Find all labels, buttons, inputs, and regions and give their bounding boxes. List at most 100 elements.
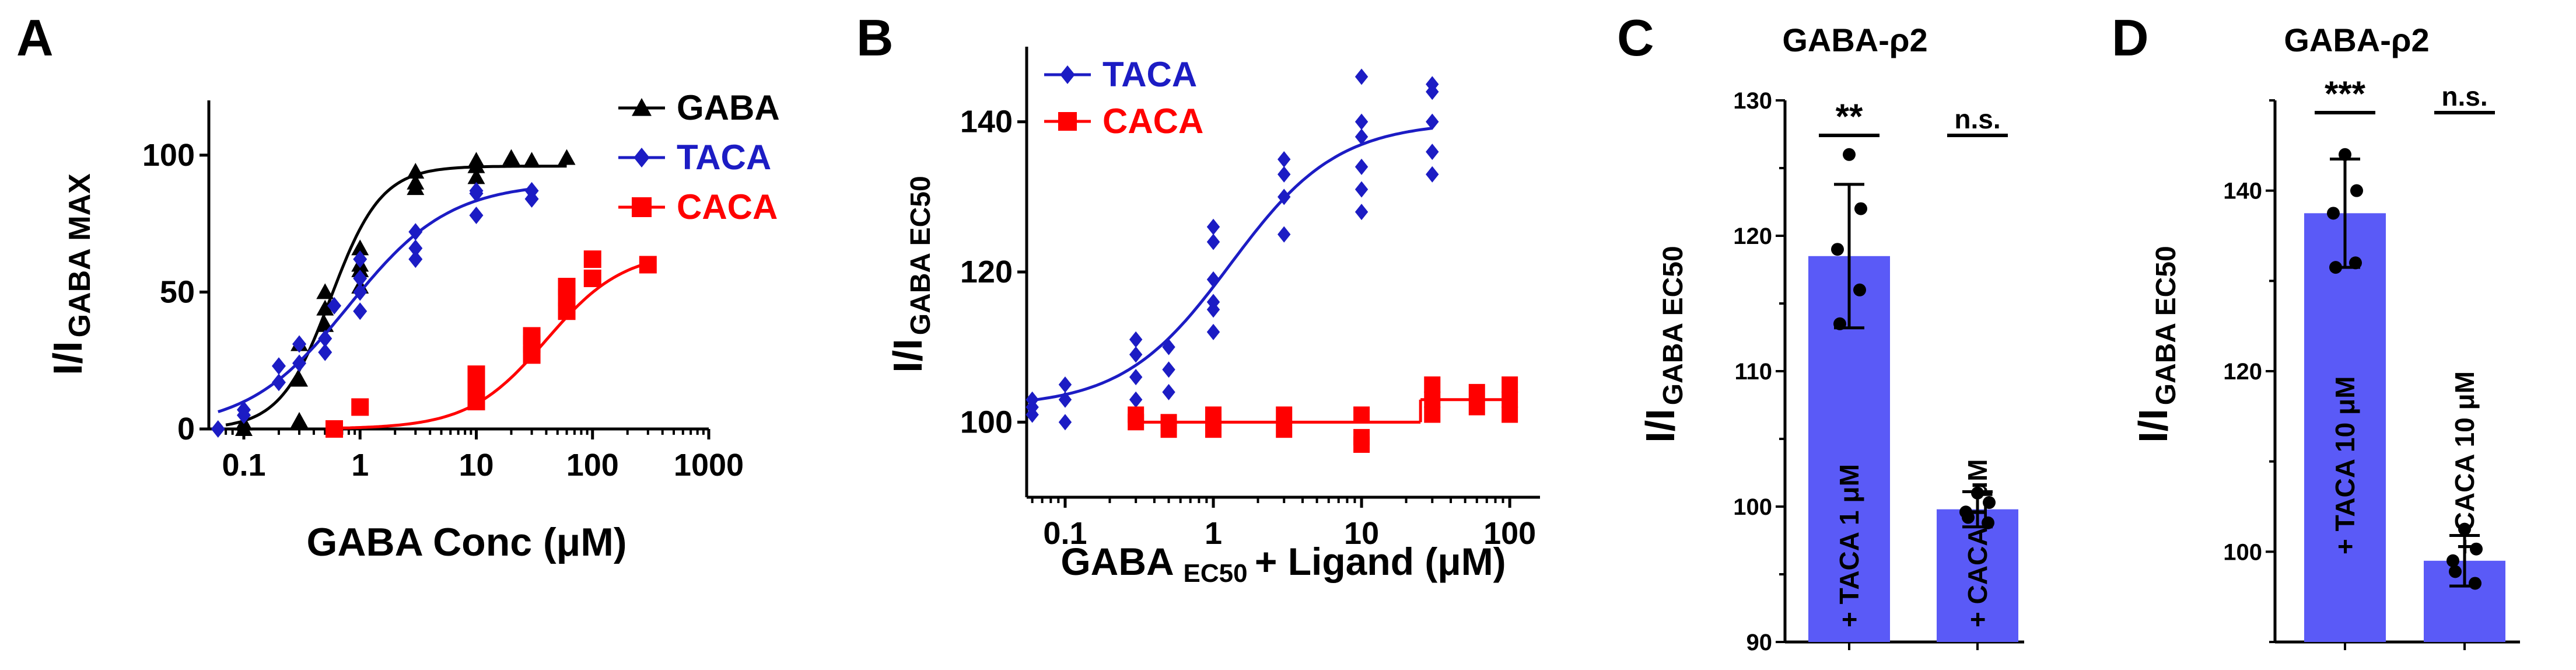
chart-title: GABA-ρ2 xyxy=(1782,22,1927,58)
y-tick-label: 100 xyxy=(142,138,195,173)
data-point-gaba xyxy=(351,239,369,256)
data-point-taca xyxy=(327,296,342,315)
y-tick-label: 140 xyxy=(960,104,1013,139)
data-point-caca xyxy=(1502,391,1518,408)
data-point xyxy=(1971,486,1984,500)
data-point-taca xyxy=(1058,414,1072,431)
fit-curve-gaba xyxy=(225,165,567,427)
data-point-taca xyxy=(1354,68,1368,85)
data-point-taca xyxy=(1129,346,1143,363)
data-point-gaba xyxy=(316,299,334,316)
data-point-taca xyxy=(1206,218,1220,235)
data-point-taca xyxy=(1129,331,1143,348)
bar-1 xyxy=(2304,213,2386,642)
data-point-taca xyxy=(1426,113,1439,130)
data-point-gaba xyxy=(467,168,485,184)
data-point-taca xyxy=(408,223,423,241)
y-tick-label: 110 xyxy=(1734,359,1772,385)
data-point-caca xyxy=(1502,406,1518,423)
data-point xyxy=(1854,202,1867,215)
data-point-caca xyxy=(639,256,657,274)
data-point-taca xyxy=(1058,376,1072,393)
bar-label: + CACA 1 μM xyxy=(1962,459,1993,627)
data-point-taca xyxy=(1129,369,1143,386)
legend-marker-taca xyxy=(1060,65,1075,84)
data-point-caca xyxy=(1502,376,1518,393)
x-tick-label: 0.1 xyxy=(222,448,265,483)
data-point xyxy=(1831,243,1844,256)
legend-label-taca: TACA xyxy=(677,138,771,177)
panel-letter-d: D xyxy=(2112,9,2149,67)
y-axis-title: I/IGABA MAX xyxy=(45,173,97,375)
data-point xyxy=(1982,516,1994,529)
data-point-taca xyxy=(1426,144,1439,160)
y-tick-label: 100 xyxy=(1733,494,1772,520)
bar-2 xyxy=(1937,509,2018,642)
data-point-gaba xyxy=(290,411,309,428)
fit-line-caca xyxy=(1136,398,1510,424)
legend-marker-caca xyxy=(1058,112,1077,131)
x-axis-title: GABA EC50 + Ligand (μM) xyxy=(1060,540,1506,588)
data-point-taca xyxy=(1354,128,1368,145)
data-point xyxy=(2470,542,2483,556)
data-point xyxy=(2449,565,2462,578)
data-point-taca xyxy=(469,207,484,225)
data-point-caca xyxy=(1128,406,1144,423)
data-point-taca xyxy=(1162,383,1175,400)
data-point-caca xyxy=(1424,406,1441,423)
y-axis-title: I/IGABA EC50 xyxy=(2130,246,2182,442)
data-point-taca xyxy=(353,269,368,287)
y-tick-label: 140 xyxy=(2223,179,2262,204)
panel-d: GABA-ρ2 100 120 140 I/IGABA EC50 *** + TACA 10… xyxy=(2130,22,2520,650)
y-axis-title: I/IGABA EC50 xyxy=(885,176,936,372)
data-point-caca xyxy=(1468,383,1485,400)
data-point-taca xyxy=(1278,166,1291,183)
y-tick-label: 100 xyxy=(2223,539,2262,565)
data-point xyxy=(2339,148,2351,161)
data-point-caca xyxy=(523,327,541,345)
data-point-gaba xyxy=(558,149,576,165)
data-point-gaba xyxy=(407,179,425,196)
panel-letter-a: A xyxy=(16,9,54,67)
data-point xyxy=(1962,511,1975,524)
data-point xyxy=(2327,207,2340,220)
panel-c: GABA-ρ2 90 100 110 120 130 I/IGABA EC50 ** + TAC… xyxy=(1637,22,2024,655)
data-point-taca xyxy=(1354,181,1368,198)
y-tick-label: 130 xyxy=(1733,88,1772,114)
fit-curve-caca xyxy=(334,261,649,430)
data-point xyxy=(2329,261,2342,274)
data-point-taca xyxy=(292,335,307,353)
data-point-caca xyxy=(326,420,344,438)
data-point-taca xyxy=(353,283,368,301)
panel-a: 0 50 100 0.1 1 10 100 1000 GABA TACA CACA I/IGABA M… xyxy=(45,88,780,564)
legend-label-taca: TACA xyxy=(1102,55,1197,94)
fit-curve-taca xyxy=(1032,127,1433,402)
y-tick-label: 0 xyxy=(177,411,195,446)
y-tick-label: 100 xyxy=(960,404,1013,439)
data-point-taca xyxy=(1129,391,1143,408)
y-tick-label: 50 xyxy=(160,274,195,309)
data-point xyxy=(2350,184,2363,197)
x-tick-label: 100 xyxy=(566,448,619,483)
data-point-taca xyxy=(1426,76,1439,93)
data-point-taca xyxy=(1206,271,1220,288)
y-axis-title: I/IGABA EC50 xyxy=(1637,246,1689,442)
data-point xyxy=(2469,577,2482,590)
data-point-caca xyxy=(1276,421,1293,438)
data-point-taca xyxy=(1278,189,1291,205)
x-tick-label: 1 xyxy=(1205,516,1222,551)
bar-label: + TACA 1 μM xyxy=(1834,464,1864,627)
data-point-taca xyxy=(292,354,307,372)
data-point-gaba xyxy=(407,162,425,179)
data-point-taca xyxy=(318,343,332,361)
data-point-caca xyxy=(1205,406,1222,423)
legend-marker-caca xyxy=(632,197,652,217)
data-point-caca xyxy=(1424,376,1441,393)
significance-label: *** xyxy=(2325,74,2366,113)
data-point-taca xyxy=(271,357,286,375)
legend-marker-gaba xyxy=(632,98,652,116)
data-point-taca xyxy=(469,182,484,200)
data-point-taca xyxy=(353,302,368,320)
data-point-taca xyxy=(271,374,286,392)
legend-label-caca: CACA xyxy=(677,187,778,226)
